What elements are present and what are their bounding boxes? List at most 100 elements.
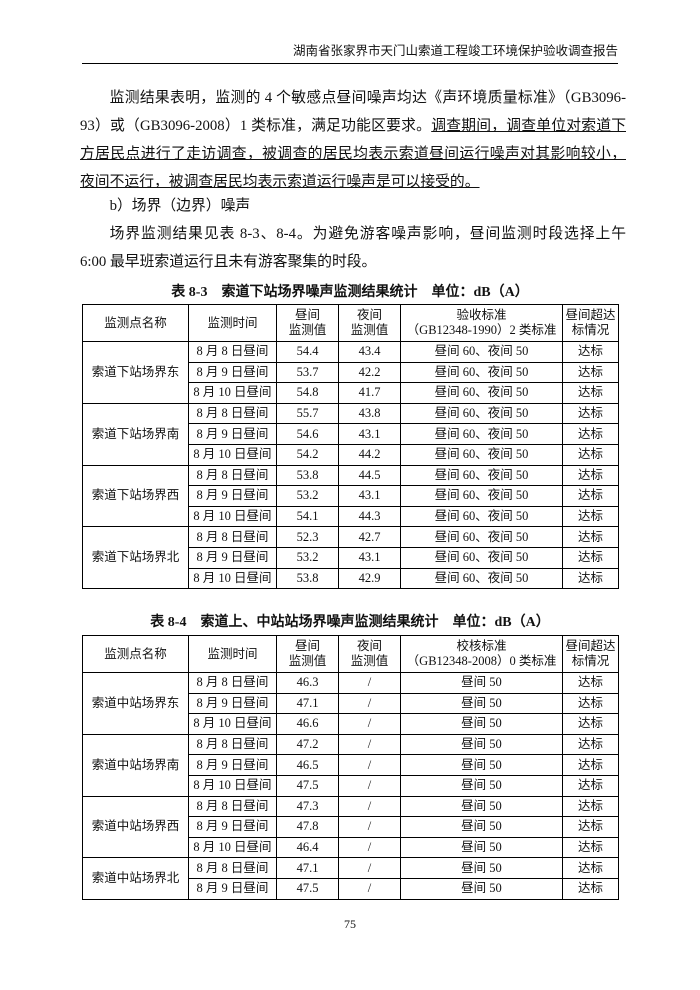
cell: 昼间 60、夜间 50 <box>400 505 563 528</box>
header-cell: 校核标准 （GB12348-2008）0 类标准 <box>400 635 563 673</box>
header-row: 监测点名称 监测时间 昼间 监测值 夜间 监测值 校核标准 （GB12348-2008）0 类… <box>82 635 619 673</box>
header-cell: 昼间超达 标情况 <box>562 304 619 342</box>
cell: 达标 <box>562 423 619 445</box>
cell: 47.5 <box>276 877 339 900</box>
point-cell: 索道中站场界南 <box>82 733 189 797</box>
cell: 达标 <box>562 341 619 363</box>
cell: 昼间 60、夜间 50 <box>400 546 563 569</box>
cell: 8 月 10 日昼间 <box>188 774 277 797</box>
cell: 昼间 50 <box>400 877 563 900</box>
header-line: 标情况 <box>571 323 610 337</box>
cell: 达标 <box>562 382 619 404</box>
cell: / <box>338 754 401 776</box>
point-cell: 索道下站场界南 <box>82 402 189 466</box>
cell: 达标 <box>562 672 619 694</box>
row: 8 月 10 日昼间 47.5/昼间 50 达标 <box>83 774 619 797</box>
cell: 55.7 <box>276 402 339 425</box>
cell: 达标 <box>562 877 619 900</box>
header-cell: 监测点名称 <box>82 304 189 342</box>
table-caption: 表 8-4 索道上、中站站场界噪声监测结果统计 单位：dB（A） <box>150 615 550 630</box>
cell: 达标 <box>562 567 619 590</box>
cell: 43.4 <box>338 341 401 363</box>
header-line: 监测时间 <box>207 315 258 330</box>
header-cell: 验收标准 （GB12348-1990）2 类标准 <box>400 304 563 342</box>
cell: 8 月 9 日昼间 <box>188 816 277 838</box>
header-title: 湖南省张家界市天门山索道工程竣工环境保护验收调查报告 <box>82 40 618 64</box>
table-caption: 表 8-3 索道下站场界噪声监测结果统计 单位：dB（A） <box>171 285 529 300</box>
cell: 昼间 60、夜间 50 <box>400 423 563 445</box>
cell: 8 月 9 日昼间 <box>188 485 277 507</box>
cell: 昼间 60、夜间 50 <box>400 485 563 507</box>
cell: 昼间 50 <box>400 733 563 756</box>
cell: 54.1 <box>276 505 339 528</box>
table: 监测点名称 监测时间 昼间 监测值 夜间 监测值 校核标准 （GB12348-2008）0 类… <box>82 635 619 900</box>
point-cell: 索道中站场界东 <box>82 672 189 735</box>
cell: 昼间 60、夜间 50 <box>400 361 563 384</box>
cell: 达标 <box>562 795 619 818</box>
cell: 昼间 50 <box>400 836 563 859</box>
cell: 53.2 <box>276 546 339 569</box>
row: 8 月 10 日昼间 54.8 41.7 昼间 60、夜间 50 达标 <box>83 382 619 404</box>
header-line: 监测点名称 <box>104 646 167 661</box>
row: 8 月 9 日昼间 47.8/昼间 50 达标 <box>83 816 619 838</box>
row: 索道中站场界西 8 月 8 日昼间 47.3/昼间 50 达标 <box>82 795 619 859</box>
cell: 8 月 8 日昼间 <box>188 341 277 363</box>
cell: 54.4 <box>276 341 339 363</box>
header-cell: 昼间超达 标情况 <box>562 635 619 673</box>
row: 索道下站场界南 8 月 8 日昼间 55.7 43.8 昼间 60、夜间 50 达标 <box>82 402 619 466</box>
point-cell: 索道中站场界西 <box>82 795 189 859</box>
cell: 43.8 <box>338 402 401 425</box>
header-cell: 监测点名称 <box>82 635 189 673</box>
row: 索道下站场界西 8 月 8 日昼间 53.8 44.5 昼间 60、夜间 50 达标 <box>82 464 619 528</box>
cell: 53.2 <box>276 485 339 507</box>
cell: 达标 <box>562 361 619 384</box>
paragraph: 场界监测结果见表 8-3、8-4。为避免游客噪声影响，昼间监测时段选择上午 6:… <box>80 226 626 270</box>
row: 索道下站场界北 8 月 8 日昼间 52.3 42.7 昼间 60、夜间 50 达标 <box>82 526 619 590</box>
cell: 达标 <box>562 505 619 528</box>
point-cell: 索道下站场界北 <box>82 526 189 590</box>
header-cell: 监测时间 <box>188 304 277 342</box>
cell: 8 月 8 日昼间 <box>188 402 277 425</box>
cell: / <box>338 713 401 735</box>
header-line: 校核标准 <box>456 639 507 653</box>
cell: 昼间 50 <box>400 857 563 879</box>
cell: / <box>338 877 401 900</box>
header-line: 昼间 <box>294 639 320 653</box>
cell: 8 月 10 日昼间 <box>188 713 277 735</box>
header-cell: 昼间 监测值 <box>276 304 339 342</box>
cell: 54.2 <box>276 443 339 466</box>
header-cell: 夜间 监测值 <box>338 635 401 673</box>
cell: 昼间 50 <box>400 795 563 818</box>
cell: 8 月 8 日昼间 <box>188 526 277 548</box>
cell: 昼间 60、夜间 50 <box>400 443 563 466</box>
cell: 达标 <box>562 464 619 487</box>
cell: 达标 <box>562 546 619 569</box>
cell: / <box>338 857 401 879</box>
cell: 8 月 10 日昼间 <box>188 443 277 466</box>
header-line: 监测值 <box>288 323 327 337</box>
cell: 昼间 60、夜间 50 <box>400 341 563 363</box>
header-line: 夜间 <box>356 639 382 653</box>
cell: 53.8 <box>276 567 339 590</box>
cell: 8 月 10 日昼间 <box>188 836 277 859</box>
point-cell: 索道下站场界东 <box>82 341 189 404</box>
text: 监测结果表明，监测的 4 个敏感点昼间噪声均达《声环境质量标准》（GB3096-… <box>80 90 626 134</box>
cell: 44.5 <box>338 464 401 487</box>
cell: 昼间 50 <box>400 692 563 715</box>
cell: 46.6 <box>276 713 339 735</box>
cell: 达标 <box>562 485 619 507</box>
row: 8 月 10 日昼间 54.1 44.3 昼间 60、夜间 50 达标 <box>83 505 619 528</box>
cell: 53.7 <box>276 361 339 384</box>
cell: 8 月 9 日昼间 <box>188 692 277 715</box>
header-row: 监测点名称 监测时间 昼间 监测值 夜间 监测值 验收标准 （GB12348-1990）2 类… <box>82 304 619 342</box>
cell: 达标 <box>562 754 619 776</box>
row: 8 月 9 日昼间 47.5/昼间 50 达标 <box>83 877 619 900</box>
cell: 42.9 <box>338 567 401 590</box>
cell: 47.1 <box>276 857 339 879</box>
cell: 54.8 <box>276 382 339 404</box>
cell: 达标 <box>562 733 619 756</box>
cell: 47.2 <box>276 733 339 756</box>
cell: 47.3 <box>276 795 339 818</box>
cell: 昼间 60、夜间 50 <box>400 402 563 425</box>
